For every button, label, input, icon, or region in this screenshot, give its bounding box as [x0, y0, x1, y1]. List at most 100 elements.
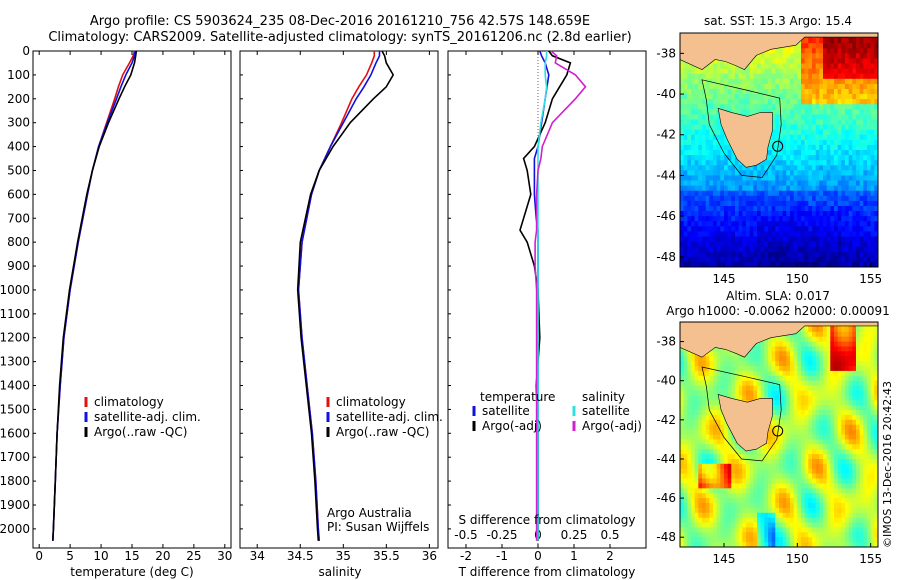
map-cell [768, 483, 773, 489]
map-cell [720, 459, 725, 465]
map-cell [687, 370, 692, 377]
map-cell [841, 114, 846, 120]
map-cell [870, 144, 875, 151]
map-cell [834, 246, 839, 253]
map-cell [852, 473, 857, 479]
map-cell [834, 459, 839, 465]
map-cell [852, 380, 857, 387]
map-cell [768, 256, 773, 263]
map-cell [782, 251, 787, 258]
map-cell [823, 139, 828, 146]
map-cell [834, 144, 839, 151]
map-cell [683, 503, 688, 509]
map-cell [830, 361, 835, 367]
map-cell [848, 522, 853, 528]
map-cell [782, 434, 787, 440]
map-cell [823, 454, 828, 460]
map-cell [749, 200, 754, 207]
map-cell [790, 498, 795, 504]
map-cell [837, 346, 842, 352]
map-cell [837, 395, 842, 401]
map-cell [801, 361, 806, 367]
map-cell [724, 483, 729, 489]
map-cell [823, 221, 828, 227]
map-cell [702, 478, 707, 484]
map-cell [867, 241, 872, 248]
map-cell [856, 498, 861, 504]
map-cell [804, 226, 809, 232]
map-cell [731, 155, 736, 161]
map-cell [797, 532, 802, 538]
map-cell [801, 341, 806, 347]
map-cell [837, 109, 842, 115]
map-cell [845, 385, 850, 391]
map-cell [845, 503, 850, 509]
map-cell [720, 356, 725, 362]
map-cell [826, 522, 831, 528]
map-cell [702, 419, 707, 426]
map-cell [764, 380, 769, 387]
map-cell [845, 200, 850, 207]
map-cell [834, 99, 839, 105]
map-cell [683, 532, 688, 538]
map-cell [826, 532, 831, 538]
series-line [534, 50, 587, 541]
map-cell [837, 216, 842, 222]
map-cell [702, 68, 707, 75]
map-cell [687, 134, 692, 141]
map-cell [823, 483, 828, 489]
map-cell [705, 517, 710, 524]
map-cell [815, 434, 820, 440]
map-cell [837, 351, 842, 357]
map-cell [694, 109, 699, 115]
map-cell [823, 38, 828, 44]
map-cell [760, 211, 765, 217]
map-cell [760, 361, 765, 367]
map-cell [698, 200, 703, 207]
map-cell [845, 170, 850, 176]
map-cell [687, 483, 692, 489]
map-cell [874, 231, 878, 237]
map-cell [738, 537, 743, 543]
map-cell [823, 256, 828, 263]
map-cell [804, 43, 809, 49]
map-cell [727, 478, 732, 484]
map-cell [856, 170, 861, 176]
map-cell [819, 326, 824, 333]
map-cell [760, 216, 765, 222]
map-cell [834, 261, 839, 267]
map-cell [760, 512, 765, 519]
map-cell [830, 200, 835, 207]
map-cell [746, 356, 751, 362]
map-cell [724, 99, 729, 105]
map-cell [845, 124, 850, 131]
map-cell [819, 517, 824, 524]
map-cell [683, 375, 688, 382]
map-cell [742, 99, 747, 105]
map-cell [808, 400, 813, 406]
map-cell [815, 165, 820, 171]
map-cell [731, 390, 736, 396]
map-cell [757, 542, 762, 547]
map-cell [713, 221, 718, 227]
map-cell [698, 119, 703, 126]
map-cell [687, 498, 692, 504]
map-cell [775, 522, 780, 528]
map-cell [812, 341, 817, 347]
temperature-panel: 0100200300400500600700800900100011001200… [0, 44, 232, 579]
map-cell [797, 356, 802, 362]
map-cell [683, 109, 688, 115]
map-cell [738, 512, 743, 519]
map-cell [826, 150, 831, 156]
map-cell [812, 124, 817, 131]
difference-x-axis: -2 -1 0 1 2 [448, 50, 614, 563]
map-cell [830, 522, 835, 528]
map-cell [738, 231, 743, 237]
map-cell [742, 78, 747, 85]
map-cell [680, 390, 685, 396]
map-cell [683, 488, 688, 494]
map-cell [782, 241, 787, 248]
map-cell [680, 129, 685, 136]
map-cell [683, 537, 688, 543]
map-cell [760, 370, 765, 377]
